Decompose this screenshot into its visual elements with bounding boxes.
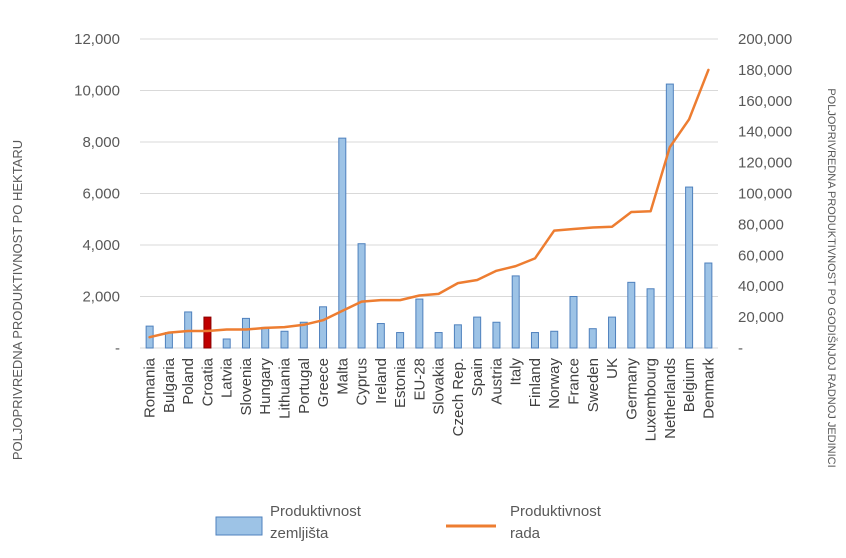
- category-label: Austria: [488, 357, 505, 404]
- bar: [203, 316, 212, 349]
- category-label: Malta: [334, 357, 351, 394]
- bar: [376, 323, 385, 349]
- left-tick-label: 2,000: [82, 289, 120, 306]
- left-axis-title: POLJOPRIVREDNA PRODUKTIVNOST PO HEKTARU: [10, 140, 25, 460]
- category-label: Croatia: [199, 357, 216, 406]
- legend-bar-swatch: [215, 516, 263, 536]
- bar: [530, 332, 539, 349]
- right-tick-label: -: [738, 340, 743, 357]
- right-axis-ticks: - 20,000 40,000 60,000 80,000 100,000 120,000 1…: [738, 31, 792, 357]
- bar: [415, 298, 424, 349]
- legend-line-label-line2: rada: [510, 525, 541, 542]
- category-label: Romania: [142, 357, 159, 418]
- category-label: Slovakia: [431, 357, 448, 414]
- bar: [511, 275, 520, 349]
- category-label: Portugal: [296, 358, 313, 414]
- category-label: Netherlands: [662, 358, 679, 439]
- bar: [222, 338, 231, 349]
- bar: [588, 328, 597, 349]
- right-tick-label: 120,000: [738, 155, 792, 172]
- series-line: [148, 68, 710, 339]
- category-label: Poland: [180, 358, 197, 405]
- bar: [164, 332, 173, 349]
- category-label: Luxembourg: [643, 358, 660, 441]
- category-label: Slovenia: [238, 357, 255, 415]
- category-label: Spain: [469, 358, 486, 396]
- right-tick-label: 140,000: [738, 124, 792, 141]
- line-series: [148, 68, 710, 339]
- category-label: Latvia: [219, 357, 236, 398]
- bar: [338, 137, 347, 349]
- legend-bar-label-line2: zemljišta: [270, 525, 329, 542]
- right-tick-label: 160,000: [738, 93, 792, 110]
- category-label: Ireland: [373, 358, 390, 404]
- category-label: Greece: [315, 358, 332, 407]
- left-tick-label: 12,000: [74, 31, 120, 48]
- left-tick-label: 4,000: [82, 237, 120, 254]
- right-tick-label: 180,000: [738, 62, 792, 79]
- right-tick-label: 20,000: [738, 309, 784, 326]
- bar: [665, 83, 674, 349]
- category-label: Germany: [623, 358, 640, 420]
- right-tick-label: 200,000: [738, 31, 792, 48]
- right-axis-title: POLJOPRIVREDNA PRODUKTIVNOST PO GODIŠNJO…: [825, 88, 838, 467]
- bar: [396, 332, 405, 349]
- category-label: Sweden: [585, 358, 602, 412]
- bar-series: [145, 83, 713, 349]
- category-label: Lithuania: [277, 357, 294, 419]
- right-tick-label: 80,000: [738, 216, 784, 233]
- left-tick-label: -: [115, 340, 120, 357]
- bar: [434, 332, 443, 349]
- category-label: UK: [604, 358, 621, 379]
- gridlines: [140, 38, 718, 349]
- category-label: Finland: [527, 358, 544, 407]
- bar: [473, 316, 482, 349]
- bar: [492, 321, 501, 349]
- legend: Produktivnost zemljišta Produktivnost ra…: [215, 503, 602, 542]
- category-label: Czech Rep.: [450, 358, 467, 436]
- bar: [453, 324, 462, 349]
- category-label: Belgium: [681, 358, 698, 412]
- bar: [550, 330, 559, 349]
- bar: [685, 186, 694, 349]
- category-label: Cyprus: [354, 358, 371, 406]
- bar: [704, 262, 713, 349]
- bar: [299, 321, 308, 349]
- category-label: Estonia: [392, 357, 409, 408]
- bar: [241, 317, 250, 349]
- bar: [627, 281, 636, 349]
- right-tick-label: 60,000: [738, 247, 784, 264]
- legend-bar-label-line1: Produktivnost: [270, 503, 362, 520]
- bar: [261, 326, 270, 349]
- category-label: Norway: [546, 358, 563, 409]
- bar: [280, 330, 289, 349]
- left-tick-label: 6,000: [82, 186, 120, 203]
- bar: [319, 306, 328, 349]
- bar: [608, 316, 617, 349]
- category-label: Denmark: [700, 358, 717, 419]
- right-tick-label: 40,000: [738, 278, 784, 295]
- legend-line-label-line1: Produktivnost: [510, 503, 602, 520]
- category-label: Hungary: [257, 358, 274, 415]
- bar: [357, 243, 366, 349]
- bar: [646, 288, 655, 349]
- left-axis-ticks: - 2,000 4,000 6,000 8,000 10,000 12,000: [74, 31, 120, 357]
- bar: [569, 296, 578, 349]
- category-labels: Romania Bulgaria Poland Croatia Latvia Sloven…: [142, 357, 718, 441]
- category-label: EU-28: [411, 358, 428, 401]
- category-label: Italy: [508, 358, 525, 386]
- category-label: Bulgaria: [161, 357, 178, 413]
- right-tick-label: 100,000: [738, 186, 792, 203]
- left-tick-label: 10,000: [74, 83, 120, 100]
- category-label: France: [566, 358, 583, 405]
- left-tick-label: 8,000: [82, 134, 120, 151]
